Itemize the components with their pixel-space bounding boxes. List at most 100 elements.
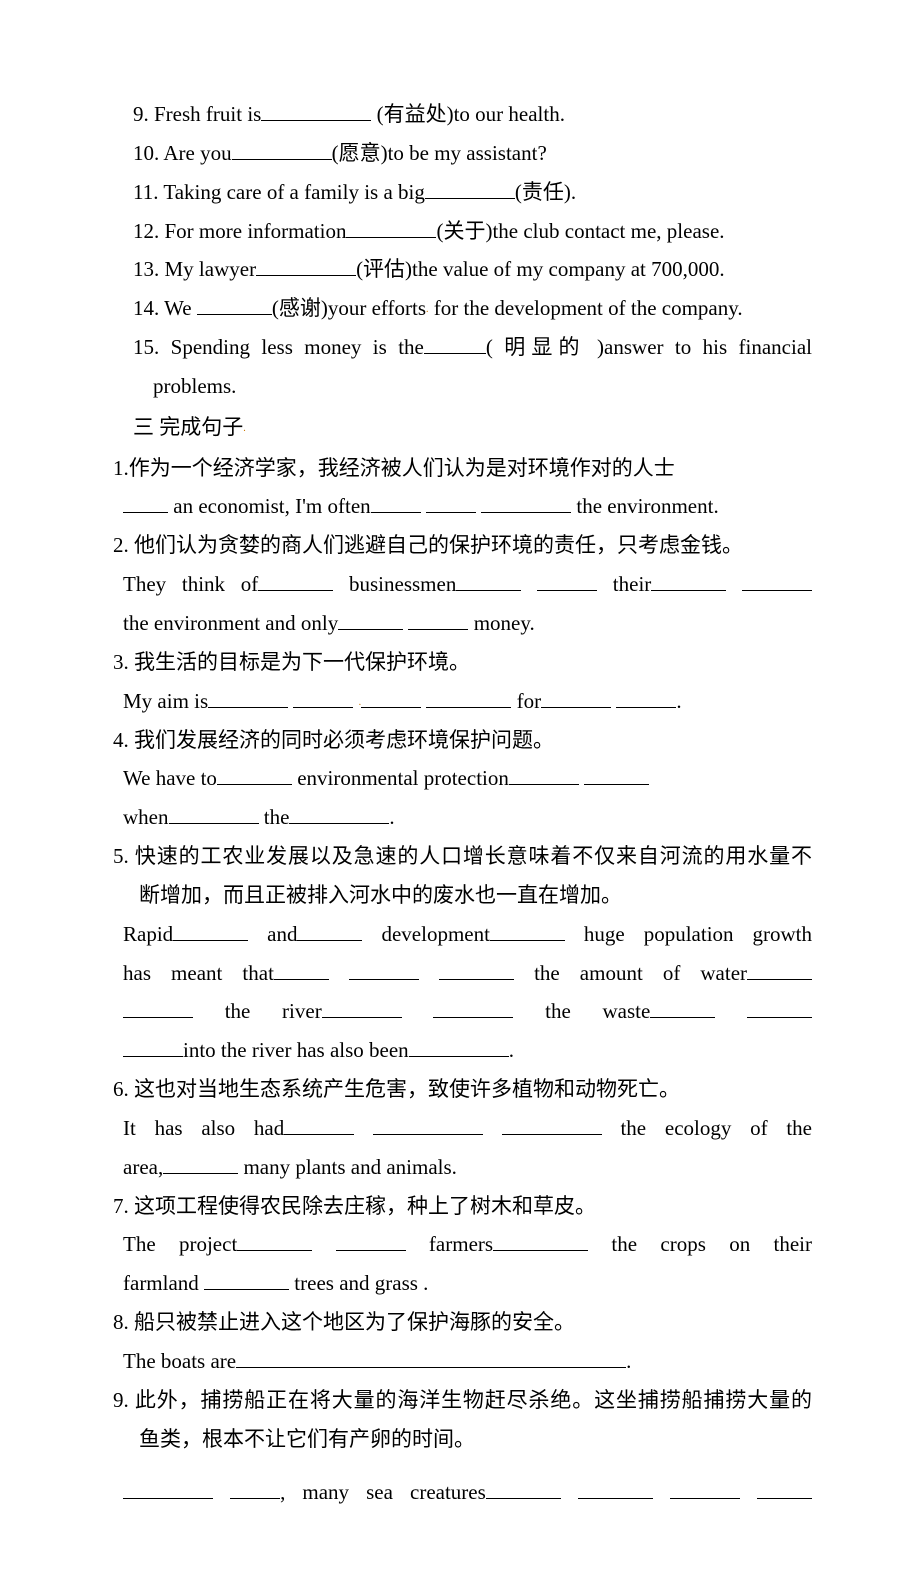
sentence-9-zh-line1: 9. 此外，捕捞船正在将大量的海洋生物赶尽杀绝。这坐捕捞船捕捞大量的 — [113, 1381, 812, 1420]
sentence-3-en: My aim is . for . — [113, 682, 812, 721]
sentence-9-zh-line2: 鱼类，根本不让它们有产卵的时间。 — [113, 1420, 812, 1459]
q10-pre: 10. Are you — [133, 141, 232, 165]
sentence-4-en-line2: when the. — [113, 798, 812, 837]
blank — [509, 764, 579, 785]
q13-post: (评估)the value of my company at 700,000. — [356, 257, 725, 281]
sentence-5-en-line3: the river the waste — [113, 992, 812, 1031]
q9-post: (有益处)to our health. — [371, 102, 565, 126]
blank — [409, 1036, 509, 1057]
sentence-8-en: The boats are. — [113, 1342, 812, 1381]
sentence-5-zh-line2: 断增加，而且正被排入河水中的废水也一直在增加。 — [113, 876, 812, 915]
sentence-6-zh: 6. 这也对当地生态系统产生危害，致使许多植物和动物死亡。 — [113, 1070, 812, 1109]
sentence-5-en-line1: Rapid and development huge population gr… — [113, 915, 812, 954]
blank — [651, 570, 726, 591]
q15-post-a: ( 明显的 )answer to his financial — [486, 335, 812, 359]
blank — [197, 294, 272, 315]
blank — [424, 333, 486, 354]
blank — [230, 1478, 280, 1499]
blank — [217, 764, 292, 785]
sentence-9-en: , many sea creatures — [113, 1473, 812, 1512]
sentence-1-zh: 1.作为一个经济学家，我经济被人们认为是对环境作对的人士 — [113, 449, 812, 488]
sentence-2-en-line1: They think of businessmen their — [113, 565, 812, 604]
sentence-4-en-line1: We have to environmental protection — [113, 759, 812, 798]
blank — [578, 1478, 653, 1499]
blank — [433, 997, 513, 1018]
blank — [237, 1230, 312, 1251]
blank — [297, 920, 362, 941]
blank — [274, 959, 329, 980]
blank — [293, 687, 353, 708]
sentence-3-zh: 3. 我生活的目标是为下一代保护环境。 — [113, 643, 812, 682]
blank — [650, 997, 715, 1018]
blank — [123, 1036, 183, 1057]
blank — [123, 997, 193, 1018]
blank — [232, 139, 332, 160]
question-10: 10. Are you (愿意)to be my assistant? — [113, 134, 812, 173]
blank — [123, 1478, 213, 1499]
blank — [408, 609, 468, 630]
blank — [670, 1478, 740, 1499]
blank — [537, 570, 597, 591]
blank — [284, 1114, 354, 1135]
blank — [584, 764, 649, 785]
sentence-5-zh-line1: 5. 快速的工农业发展以及急速的人口增长意味着不仅来自河流的用水量不 — [113, 837, 812, 876]
sentence-1-en: an economist, I'm often the environment. — [113, 487, 812, 526]
q10-post: (愿意)to be my assistant? — [332, 141, 547, 165]
blank — [439, 959, 514, 980]
blank — [616, 687, 676, 708]
sentence-6-en-line1: It has also had the ecology of the — [113, 1109, 812, 1148]
blank — [361, 687, 421, 708]
blank — [256, 255, 356, 276]
q12-pre: 12. For more information — [133, 219, 346, 243]
blank — [322, 997, 402, 1018]
q15-post-b: problems. — [153, 374, 236, 398]
question-15-line2: problems. — [113, 367, 812, 406]
blank — [346, 217, 436, 238]
question-14: 14. We (感谢)your efforts. for the develop… — [113, 289, 812, 328]
blank — [258, 570, 333, 591]
blank — [742, 570, 812, 591]
blank — [747, 997, 812, 1018]
q12-post: (关于)the club contact me, please. — [436, 219, 724, 243]
q13-pre: 13. My lawyer — [133, 257, 256, 281]
blank — [169, 803, 259, 824]
blank — [336, 1230, 406, 1251]
q14-pre: 14. We — [133, 296, 197, 320]
blank — [204, 1269, 289, 1290]
dot-icon: . — [243, 423, 246, 434]
sentence-4-zh: 4. 我们发展经济的同时必须考虑环境保护问题。 — [113, 721, 812, 760]
blank — [481, 492, 571, 513]
q14-post-b: for the development of the company. — [429, 296, 743, 320]
blank — [173, 920, 248, 941]
blank — [502, 1114, 602, 1135]
q15-pre: 15. Spending less money is the — [133, 335, 424, 359]
sentence-6-en-line2: area, many plants and animals. — [113, 1148, 812, 1187]
q9-pre: 9. Fresh fruit is — [133, 102, 261, 126]
sentence-2-zh: 2. 他们认为贪婪的商人们逃避自己的保护环境的责任，只考虑金钱。 — [113, 526, 812, 565]
question-13: 13. My lawyer (评估)the value of my company… — [113, 250, 812, 289]
question-9: 9. Fresh fruit is (有益处)to our health. — [113, 95, 812, 134]
sentence-8-zh: 8. 船只被禁止进入这个地区为了保护海豚的安全。 — [113, 1303, 812, 1342]
spacer — [113, 1459, 812, 1473]
q11-pre: 11. Taking care of a family is a big — [133, 180, 425, 204]
section-title: 三 完成句子. — [113, 408, 812, 447]
blank — [426, 687, 511, 708]
blank — [747, 959, 812, 980]
blank — [456, 570, 521, 591]
blank — [486, 1478, 561, 1499]
blank — [426, 492, 476, 513]
blank — [289, 803, 389, 824]
blank — [373, 1114, 483, 1135]
blank — [349, 959, 419, 980]
blank — [757, 1478, 812, 1499]
sentence-7-en-line1: The project farmers the crops on their — [113, 1225, 812, 1264]
sentence-7-zh: 7. 这项工程使得农民除去庄稼，种上了树木和草皮。 — [113, 1187, 812, 1226]
blank — [261, 100, 371, 121]
blank — [208, 687, 288, 708]
blank — [123, 492, 168, 513]
sentence-5-en-line2: has meant that the amount of water — [113, 954, 812, 993]
blank — [338, 609, 403, 630]
sentence-7-en-line2: farmland trees and grass . — [113, 1264, 812, 1303]
question-11: 11. Taking care of a family is a big(责任)… — [113, 173, 812, 212]
sentence-5-en-line4: into the river has also been. — [113, 1031, 812, 1070]
